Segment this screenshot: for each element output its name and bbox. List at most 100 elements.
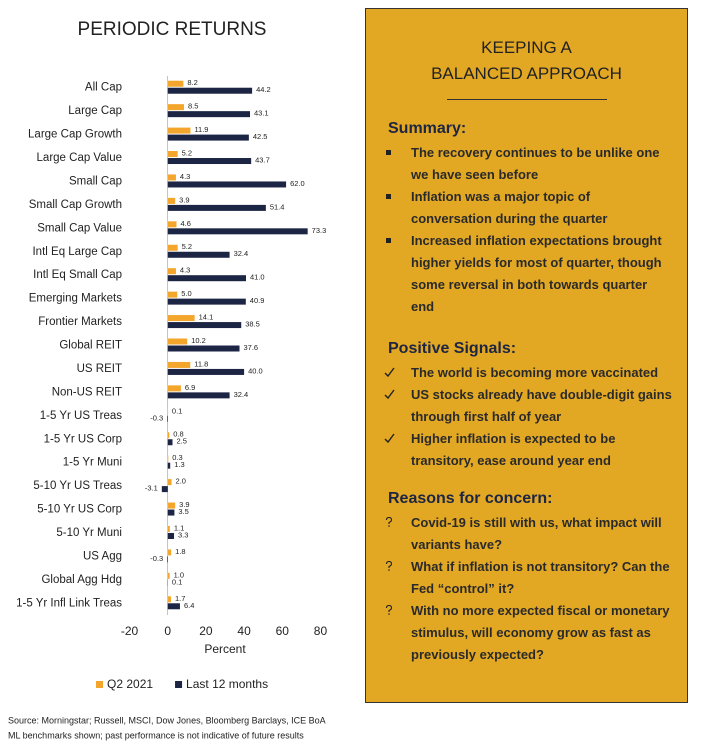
value-label: 8.2 xyxy=(187,78,197,87)
value-label: 5.2 xyxy=(182,242,192,251)
y-tick-label: Non-US REIT xyxy=(52,386,122,398)
source-line: Source: Morningstar; Russell, MSCI, Dow … xyxy=(8,715,326,725)
bullet-text: Increased inflation expectations brought… xyxy=(411,233,662,314)
value-label: 0.8 xyxy=(173,430,183,439)
legend-swatch xyxy=(175,681,183,688)
bullet-icon xyxy=(385,605,393,615)
value-label: -3.1 xyxy=(145,484,158,493)
bullet-text: The world is becoming more vaccinated xyxy=(411,365,659,380)
bar xyxy=(167,338,188,345)
y-tick-label: 1-5 Yr Muni xyxy=(63,457,122,469)
value-label: 2.5 xyxy=(177,437,187,446)
bullet-item: The recovery continues to be unlike one … xyxy=(386,142,673,186)
bullet-text: With no more expected fiscal or monetary… xyxy=(411,603,670,662)
chart: PERIODIC RETURNS Percent Source: Morning… xyxy=(8,19,327,740)
bar xyxy=(167,532,175,539)
value-label: 4.6 xyxy=(181,219,191,228)
bullet-item: US stocks already have double-digit gain… xyxy=(384,384,673,428)
panel-title: KEEPING A BALANCED APPROACH xyxy=(366,35,687,87)
value-label: 40.0 xyxy=(248,366,263,375)
y-tick-label: Global REIT xyxy=(59,340,122,352)
value-label: 43.1 xyxy=(254,109,269,118)
y-tick-label: 1-5 Yr US Corp xyxy=(44,433,122,445)
bar xyxy=(167,87,253,94)
value-label: 1.7 xyxy=(175,594,185,603)
y-tick-label: 1-5 Yr US Treas xyxy=(40,410,122,422)
panel-title-line: KEEPING A xyxy=(481,38,572,57)
sections: Summary: The recovery continues to be unl… xyxy=(366,120,687,666)
y-tick-label: 1-5 Yr Infl Link Treas xyxy=(16,597,122,609)
value-label: 2.0 xyxy=(176,477,186,486)
y-tick-label: Small Cap Value xyxy=(37,222,122,234)
value-label: 42.5 xyxy=(253,132,268,141)
bar xyxy=(167,556,168,563)
section-heading: Summary: xyxy=(388,120,467,137)
value-label: 32.4 xyxy=(234,249,249,258)
value-label: 43.7 xyxy=(255,156,270,165)
x-tick-label: 20 xyxy=(199,624,213,638)
bar xyxy=(167,181,287,188)
bar xyxy=(167,134,249,141)
bullet-icon xyxy=(384,433,395,444)
bullet-icon xyxy=(384,389,395,400)
bar xyxy=(167,462,171,469)
value-label: 6.4 xyxy=(184,601,194,610)
bullet-icon xyxy=(385,561,393,571)
chart-title: PERIODIC RETURNS xyxy=(78,19,267,40)
value-label: 62.0 xyxy=(290,179,305,188)
bar xyxy=(167,439,173,446)
bar xyxy=(167,174,176,181)
bar xyxy=(167,204,266,211)
x-tick-label: 60 xyxy=(276,624,290,638)
value-label: 1.1 xyxy=(174,523,184,532)
bar xyxy=(167,361,191,368)
x-axis-label: Percent xyxy=(204,642,246,656)
y-tick-label: Emerging Markets xyxy=(29,293,123,305)
bar xyxy=(167,127,191,134)
bar xyxy=(167,502,176,509)
y-tick-label: Large Cap Growth xyxy=(28,129,122,141)
value-label: 4.3 xyxy=(180,172,190,181)
bar xyxy=(167,244,178,251)
legend-label: Q2 2021 xyxy=(107,677,153,691)
bullet-text: US stocks already have double-digit gain… xyxy=(411,387,672,424)
bullet-item: Increased inflation expectations brought… xyxy=(386,230,673,318)
value-label: 3.3 xyxy=(178,530,188,539)
x-tick-label: 40 xyxy=(237,624,251,638)
panel-title-line: BALANCED APPROACH xyxy=(431,64,622,83)
value-label: 1.8 xyxy=(175,547,185,556)
value-label: 0.1 xyxy=(172,577,182,586)
bullet-item: Inflation was a major topic of conversat… xyxy=(386,186,673,230)
bar xyxy=(167,415,168,422)
bullet-item: Higher inflation is expected to be trans… xyxy=(384,428,673,472)
bullet-icon xyxy=(386,238,391,243)
bar xyxy=(167,525,170,532)
bar xyxy=(167,432,170,439)
bar xyxy=(167,509,175,516)
bullet-item: With no more expected fiscal or monetary… xyxy=(385,600,673,666)
bullet-text: Higher inflation is expected to be trans… xyxy=(411,431,616,468)
value-label: 40.9 xyxy=(250,296,265,305)
value-label: 11.9 xyxy=(194,125,208,134)
value-label: -0.3 xyxy=(150,554,163,563)
bar xyxy=(167,197,176,204)
x-tick-label: -20 xyxy=(121,624,139,638)
value-label: 11.8 xyxy=(194,359,208,368)
bar xyxy=(167,111,251,118)
value-label: 3.9 xyxy=(179,500,189,509)
bar xyxy=(167,158,252,165)
bar xyxy=(167,251,230,258)
bar xyxy=(167,392,230,399)
bar xyxy=(167,104,184,111)
bar xyxy=(167,345,240,352)
y-tick-label: Large Cap Value xyxy=(37,152,122,164)
bullet-item: The world is becoming more vaccinated xyxy=(384,362,673,384)
bar xyxy=(167,549,172,556)
y-tick-label: 5-10 Yr US Corp xyxy=(37,504,122,516)
value-label: 3.9 xyxy=(179,195,189,204)
value-label: 10.2 xyxy=(191,336,206,345)
value-label: 44.2 xyxy=(256,85,271,94)
value-label: 73.3 xyxy=(312,226,327,235)
value-label: 14.1 xyxy=(199,313,214,322)
bar xyxy=(167,479,172,486)
